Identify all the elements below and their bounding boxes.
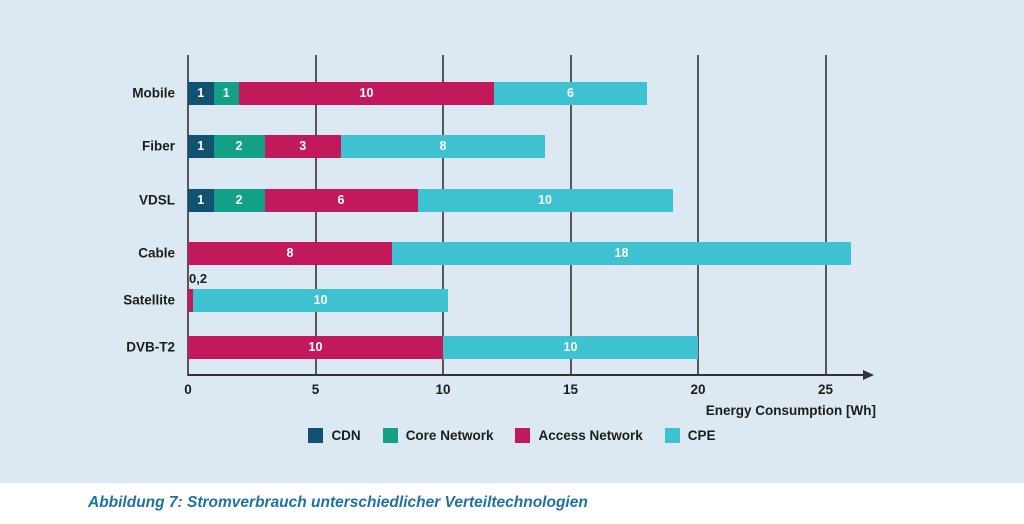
bar-value-label: 8	[439, 138, 447, 153]
bar-segment: 1	[213, 81, 239, 105]
bar-segment: 10	[239, 81, 494, 105]
x-tick-label: 10	[435, 382, 451, 397]
bar-value-label: 1	[197, 85, 205, 100]
bar-segment: 1	[188, 188, 214, 212]
bar-value-label: 18	[614, 245, 629, 260]
bar-segment: 6	[264, 188, 418, 212]
bar-value-label: 8	[286, 245, 294, 260]
category-label-satellite: Satellite	[123, 292, 175, 308]
gridline-15	[569, 55, 572, 376]
legend-item-cpe: CPE	[664, 428, 716, 443]
legend-swatch	[664, 428, 680, 443]
bar-value-label: 3	[299, 138, 307, 153]
bar-value-label: 1	[222, 85, 230, 100]
category-label-dvb-t2: DVB-T2	[126, 339, 175, 355]
category-label-cable: Cable	[138, 245, 175, 261]
x-axis-line	[188, 374, 863, 376]
bar-value-label: 2	[235, 138, 243, 153]
x-axis-title: Energy Consumption [Wh]	[705, 403, 876, 418]
gridline-10	[442, 55, 444, 376]
gridline-0	[187, 55, 189, 376]
bar-segment: 8	[188, 241, 392, 265]
bar-segment: 10	[193, 288, 449, 312]
bar-value-label: 6	[337, 192, 345, 207]
legend-swatch	[308, 428, 324, 443]
bar-value-label: 1	[197, 192, 205, 207]
category-label-vdsl: VDSL	[138, 192, 175, 208]
category-label-mobile: Mobile	[132, 85, 175, 101]
legend-label: Core Network	[405, 428, 494, 443]
gridline-25	[824, 55, 827, 376]
x-axis-arrow	[862, 370, 874, 380]
bar-segment: 8	[341, 134, 545, 158]
gridline-20	[697, 55, 699, 376]
bar-segment: 10	[443, 335, 698, 359]
bar-segment: 6	[494, 81, 647, 105]
x-tick-label: 5	[311, 382, 320, 397]
x-tick-label: 20	[690, 382, 706, 397]
bar-segment: 2	[213, 188, 265, 212]
stacked-bar-chart: 0 5 10 15 20 25 Mobile 1 1 10 6 Fiber 1 2 3 8 VDSL 1 2 6 10 C…	[123, 55, 874, 397]
figure-caption: Abbildung 7: Stromverbrauch unterschiedl…	[88, 494, 588, 511]
bar-segment: 18	[392, 241, 851, 265]
bar-segment: 2	[213, 134, 265, 158]
figure-panel: 0 5 10 15 20 25 Mobile 1 1 10 6 Fiber 1 2 3 8 VDSL 1 2 6 10 C…	[0, 0, 1024, 483]
x-tick-label: 0	[184, 382, 192, 397]
bar-segment	[188, 288, 194, 312]
bar-value-label: 6	[567, 85, 574, 100]
bar-segment: 3	[264, 134, 341, 158]
x-tick-label: 25	[817, 382, 834, 397]
bar-segment: 10	[188, 335, 443, 359]
bar-segment: 1	[188, 81, 214, 105]
legend-label: CDN	[331, 428, 361, 443]
bar-value-label: 2	[235, 192, 243, 207]
bar-value-label: 10	[308, 339, 323, 354]
legend-swatch	[515, 428, 531, 443]
legend-item-access-network: Access Network	[515, 428, 643, 443]
bar-value-label: 10	[359, 85, 374, 100]
gridline-5	[314, 55, 317, 376]
legend-swatch	[382, 428, 398, 443]
bar-value-label: 10	[538, 192, 552, 207]
bar-value-label: 10	[563, 339, 578, 354]
bar-segment: 1	[188, 134, 214, 158]
x-tick-label: 15	[562, 382, 579, 397]
legend-item-cdn: CDN	[308, 428, 361, 443]
chart-legend: CDN Core Network Access Network CPE	[0, 428, 1024, 443]
legend-label: CPE	[687, 428, 716, 443]
bar-value-label: 1	[197, 138, 205, 153]
legend-label: Access Network	[538, 428, 643, 443]
category-label-fiber: Fiber	[141, 138, 175, 154]
legend-item-core-network: Core Network	[382, 428, 494, 443]
bar-segment: 10	[417, 188, 673, 212]
bar-value-label: 10	[313, 292, 328, 307]
bar-value-label-outside: 0,2	[189, 270, 208, 286]
